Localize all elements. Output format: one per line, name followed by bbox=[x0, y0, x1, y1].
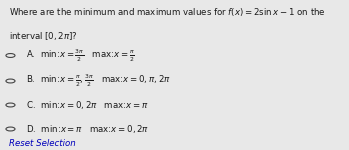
Text: D.  min:$x = \pi$   max:$x = 0, 2\pi$: D. min:$x = \pi$ max:$x = 0, 2\pi$ bbox=[26, 123, 149, 135]
Text: interval $[0, 2\pi]$?: interval $[0, 2\pi]$? bbox=[9, 30, 77, 42]
Text: A.  min:$x = \frac{3\pi}{2}$   max:$x = \frac{\pi}{2}$: A. min:$x = \frac{3\pi}{2}$ max:$x = \fr… bbox=[26, 47, 135, 64]
Text: Reset Selection: Reset Selection bbox=[9, 140, 75, 148]
Text: Where are the minimum and maximum values for $f(x) = 2\sin x - 1$ on the: Where are the minimum and maximum values… bbox=[9, 6, 326, 18]
Text: C.  min:$x = 0, 2\pi$   max:$x = \pi$: C. min:$x = 0, 2\pi$ max:$x = \pi$ bbox=[26, 99, 149, 111]
Text: B.  min:$x = \frac{\pi}{2}, \frac{3\pi}{2}$   max:$x = 0, \pi, 2\pi$: B. min:$x = \frac{\pi}{2}, \frac{3\pi}{2… bbox=[26, 73, 171, 89]
